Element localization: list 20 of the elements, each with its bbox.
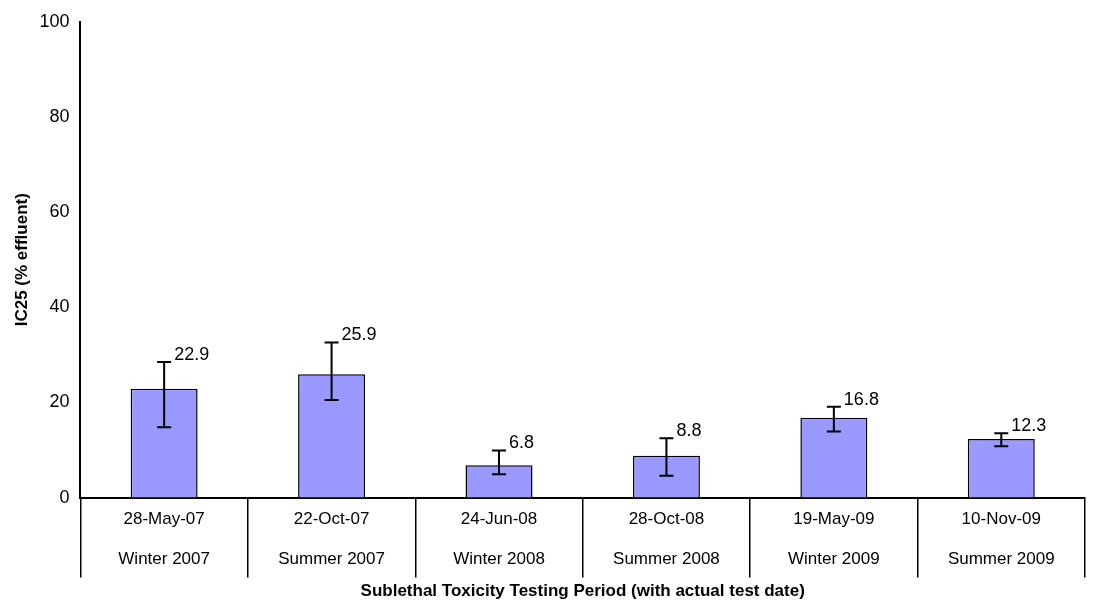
y-tick-label: 0 <box>59 486 70 507</box>
y-tick-label: 60 <box>49 201 70 222</box>
x-axis-title: Sublethal Toxicity Testing Period (with actual test date) <box>360 581 805 601</box>
data-label: 25.9 <box>341 324 377 345</box>
category-label: 28-Oct-08 Summer 2008 <box>613 509 720 569</box>
data-label: 12.3 <box>1011 415 1047 436</box>
category-label: 24-Jun-08 Winter 2008 <box>453 509 545 569</box>
data-label: 8.8 <box>676 420 702 441</box>
y-tick-label: 100 <box>39 10 70 31</box>
data-label: 16.8 <box>843 388 879 409</box>
category-label: 19-May-09 Winter 2009 <box>788 509 880 569</box>
category-label: 22-Oct-07 Summer 2007 <box>278 509 385 569</box>
y-tick-label: 40 <box>49 296 70 317</box>
data-label: 6.8 <box>509 432 535 453</box>
category-label: 28-May-07 Winter 2007 <box>118 509 210 569</box>
y-tick-label: 20 <box>49 391 70 412</box>
category-label: 10-Nov-09 Summer 2009 <box>947 509 1055 569</box>
y-axis-title: IC25 (% effluent) <box>11 193 31 327</box>
y-tick-label: 80 <box>49 105 70 126</box>
data-label: 22.9 <box>174 343 210 364</box>
